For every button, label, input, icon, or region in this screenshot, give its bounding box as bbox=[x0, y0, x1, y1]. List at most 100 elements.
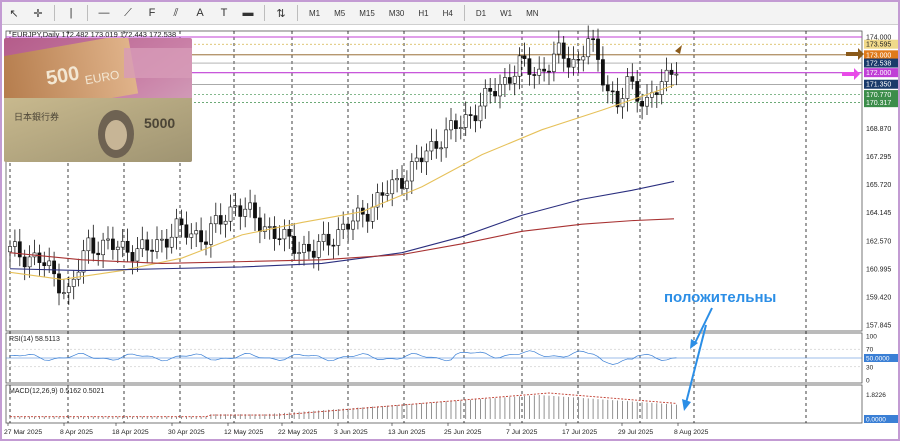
candle-body bbox=[610, 90, 615, 93]
price-axis-label: 167.295 bbox=[866, 154, 891, 161]
candle-body bbox=[86, 237, 91, 252]
candle-body bbox=[478, 105, 483, 122]
candle-body bbox=[532, 74, 537, 76]
candle-body bbox=[302, 243, 306, 253]
trendline-icon[interactable]: ⟋ bbox=[124, 6, 132, 19]
vertical-line-icon[interactable]: | bbox=[69, 7, 73, 19]
price-label-bg bbox=[864, 50, 898, 60]
timeframe-d1[interactable]: D1 bbox=[475, 8, 487, 18]
label-icon[interactable]: T bbox=[220, 7, 228, 19]
candle-body bbox=[199, 230, 204, 243]
rsi-line bbox=[9, 350, 677, 365]
candle-body bbox=[385, 193, 390, 196]
candle-body bbox=[47, 260, 52, 266]
crosshair-icon[interactable]: ✛ bbox=[33, 7, 43, 20]
timeframe-m15[interactable]: M15 bbox=[359, 8, 375, 18]
candle-body bbox=[551, 53, 556, 72]
candle-body bbox=[267, 226, 272, 228]
candle-body bbox=[248, 202, 253, 210]
candle-body bbox=[223, 220, 228, 225]
candle-body bbox=[179, 218, 184, 226]
candle-body bbox=[640, 101, 645, 107]
candle-body bbox=[473, 115, 478, 122]
rsi-axis-label: 0 bbox=[866, 378, 870, 385]
candle-body bbox=[106, 238, 110, 241]
candle-body bbox=[586, 38, 591, 58]
candle-body bbox=[228, 206, 233, 222]
candle-body bbox=[52, 260, 57, 275]
candle-body bbox=[282, 228, 287, 240]
timeframe-h4[interactable]: H4 bbox=[442, 8, 453, 18]
candle-body bbox=[145, 239, 150, 251]
candle-body bbox=[409, 161, 414, 182]
price-label-bg bbox=[864, 68, 898, 78]
date-axis-label: 18 Apr 2025 bbox=[112, 429, 149, 436]
candle-body bbox=[292, 235, 297, 254]
timeframe-w1[interactable]: W1 bbox=[500, 8, 513, 18]
price-axis-label: 159.420 bbox=[866, 294, 891, 301]
candle-body bbox=[341, 223, 346, 230]
rsi-axis-label: 50.0000 bbox=[866, 356, 890, 363]
timeframe-m5[interactable]: M5 bbox=[334, 8, 346, 18]
timeframe-m1[interactable]: M1 bbox=[309, 8, 321, 18]
candle-body bbox=[91, 237, 96, 254]
date-axis-label: 8 Apr 2025 bbox=[60, 429, 93, 436]
rectangle-icon[interactable]: ▬ bbox=[242, 7, 254, 19]
candle-body bbox=[81, 250, 86, 273]
candle-body bbox=[576, 58, 581, 61]
cursor-icon[interactable]: ↖ bbox=[9, 7, 19, 20]
macd-zero-bg bbox=[864, 415, 898, 423]
candle-body bbox=[527, 58, 532, 75]
candle-body bbox=[257, 217, 262, 232]
candle-body bbox=[209, 223, 213, 245]
candle-body bbox=[111, 238, 115, 250]
timeframe-h1[interactable]: H1 bbox=[418, 8, 429, 18]
arrows-icon[interactable]: ⇅ bbox=[276, 7, 286, 20]
candle-body bbox=[370, 206, 375, 222]
candle-body bbox=[76, 271, 81, 280]
candle-body bbox=[174, 218, 179, 238]
candle-body bbox=[600, 59, 605, 86]
timeframe-m30[interactable]: M30 bbox=[388, 8, 405, 18]
candle-body bbox=[155, 239, 159, 252]
candle-body bbox=[135, 248, 140, 262]
toolbar-separator bbox=[87, 5, 88, 21]
candle-body bbox=[316, 241, 321, 258]
timeframe-mn[interactable]: MN bbox=[526, 8, 539, 18]
rsi-axis-label: 30 bbox=[866, 364, 874, 371]
candle-body bbox=[581, 56, 586, 61]
candle-body bbox=[297, 252, 302, 254]
rsi-value-bg bbox=[864, 354, 898, 362]
candle-body bbox=[37, 252, 42, 263]
candle-body bbox=[150, 249, 155, 252]
svg-text:EURO: EURO bbox=[84, 67, 121, 87]
text-icon[interactable]: A bbox=[196, 7, 204, 19]
annotation-arrow-to-rsi bbox=[693, 307, 713, 346]
chart-area[interactable]: 174.000 173.595 173.000 172.538 172.000 171.3… bbox=[2, 25, 898, 437]
candle-body bbox=[287, 228, 292, 237]
right-arrow-icon bbox=[846, 48, 864, 60]
candle-body bbox=[42, 262, 47, 266]
fibonacci-icon[interactable]: F bbox=[148, 7, 156, 19]
candle-body bbox=[537, 68, 542, 76]
price-axis-label: 173.000 bbox=[866, 52, 891, 59]
candle-body bbox=[272, 226, 277, 239]
candle-body bbox=[17, 241, 22, 258]
price-label-bg bbox=[864, 32, 898, 42]
candle-body bbox=[13, 241, 17, 247]
candle-body bbox=[390, 179, 395, 195]
candle-body bbox=[483, 88, 488, 107]
candle-body bbox=[326, 233, 331, 246]
candle-body bbox=[645, 96, 649, 107]
svg-text:5000: 5000 bbox=[144, 115, 175, 131]
date-axis-label: 13 Jun 2025 bbox=[388, 429, 426, 436]
horizontal-line-icon[interactable]: — bbox=[98, 7, 110, 19]
channel-icon[interactable]: ⫽ bbox=[173, 6, 179, 19]
candle-body bbox=[625, 76, 630, 99]
candle-body bbox=[439, 147, 444, 150]
candle-body bbox=[160, 238, 164, 241]
annotation-arrow-to-macd bbox=[685, 324, 707, 404]
candle-body bbox=[331, 244, 336, 247]
candle-body bbox=[130, 252, 135, 262]
